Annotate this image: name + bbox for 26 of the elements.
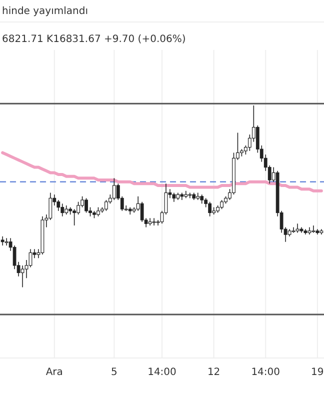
candlestick — [60, 203, 64, 217]
candlestick — [208, 201, 212, 217]
candlestick — [84, 198, 88, 214]
candlestick — [188, 192, 192, 199]
x-tick-label: 12 — [207, 367, 220, 378]
candlestick — [220, 200, 224, 210]
candlestick — [64, 205, 68, 215]
text: 6821.71 K16831.67 +9.70 (+0.06%) — [2, 34, 186, 45]
candlestick — [76, 201, 80, 215]
candlestick — [104, 200, 108, 212]
candlestick — [0, 236, 4, 246]
x-tick-label: 5 — [110, 367, 118, 378]
text: hinde yayımlandı — [2, 6, 88, 17]
x-tick-label: Ara — [46, 367, 63, 378]
candlestick — [172, 192, 176, 202]
candlestick — [4, 238, 8, 246]
candlestick — [96, 206, 100, 217]
x-tick-label: 14:00 — [251, 367, 280, 378]
x-tick-label: 19 — [311, 367, 324, 378]
candlestick — [152, 218, 156, 226]
candlestick — [28, 248, 32, 268]
candlestick — [312, 225, 316, 234]
candlestick — [112, 178, 116, 200]
candlestick — [72, 208, 76, 226]
x-tick-label: 14:00 — [148, 367, 176, 378]
candlestick — [200, 194, 204, 204]
